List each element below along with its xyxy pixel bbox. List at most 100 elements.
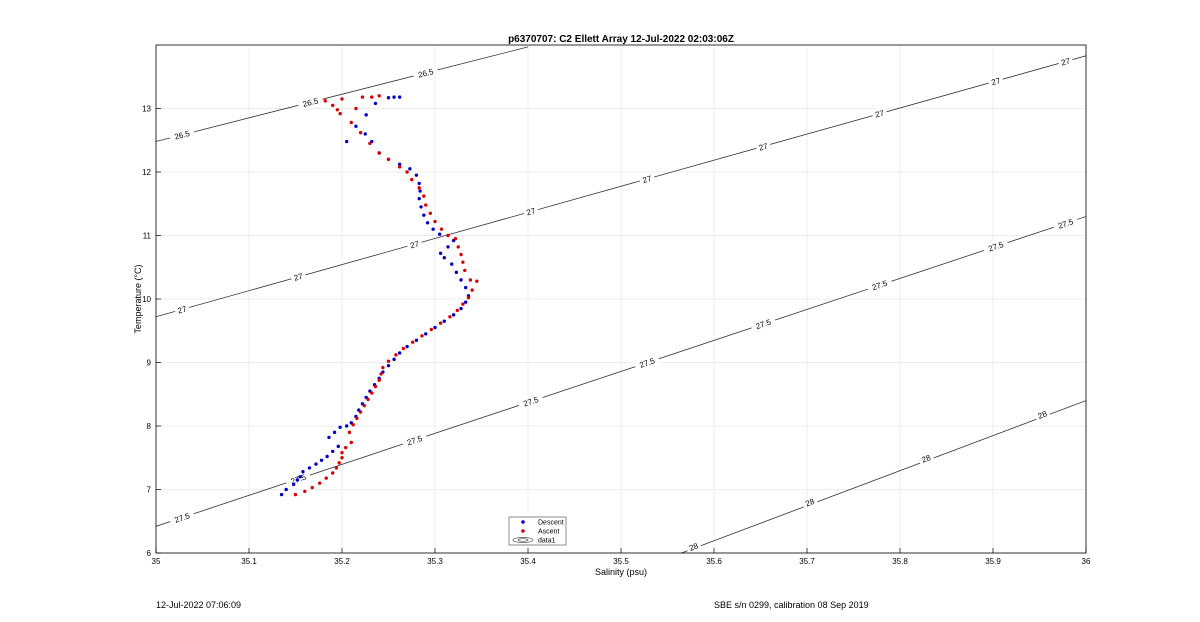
data-point bbox=[414, 173, 419, 177]
contour-label-bg bbox=[801, 494, 819, 510]
data-point bbox=[431, 227, 435, 231]
data-point bbox=[307, 466, 312, 470]
y-tick-label: 7 bbox=[147, 486, 152, 495]
x-tick-label: 36 bbox=[1082, 557, 1091, 566]
data-point bbox=[470, 288, 474, 292]
x-tick-label: 35.4 bbox=[520, 557, 536, 566]
data-point bbox=[394, 353, 398, 357]
data-point bbox=[459, 252, 463, 257]
data-point bbox=[344, 139, 349, 144]
contour-label-bg bbox=[982, 237, 1010, 256]
data-point bbox=[420, 334, 424, 338]
data-point bbox=[291, 482, 296, 487]
data-point bbox=[363, 132, 367, 136]
data-point bbox=[455, 308, 460, 313]
data-point bbox=[310, 485, 314, 490]
data-point bbox=[386, 96, 391, 100]
data-point bbox=[358, 410, 363, 414]
data-point bbox=[368, 141, 372, 146]
data-point bbox=[417, 181, 421, 186]
contour-label: 26.5 bbox=[417, 67, 435, 80]
legend: Descent Ascent data1 bbox=[508, 516, 567, 546]
x-tick-label: 35.5 bbox=[613, 557, 629, 566]
data-point bbox=[373, 384, 378, 389]
x-tick-label: 35.2 bbox=[334, 557, 350, 566]
legend-data1-marker-inner bbox=[517, 538, 529, 542]
contour-label-bg bbox=[289, 269, 307, 285]
data-point bbox=[417, 186, 421, 190]
data-point bbox=[463, 300, 468, 304]
data-point bbox=[397, 165, 402, 169]
y-tick-label: 6 bbox=[147, 549, 152, 558]
contour-label: 28 bbox=[804, 497, 816, 509]
data-point bbox=[405, 170, 409, 174]
contour-label: 27 bbox=[1060, 56, 1072, 67]
data-point bbox=[397, 95, 402, 99]
y-tick-label: 9 bbox=[147, 359, 152, 368]
y-tick-label: 13 bbox=[142, 105, 151, 114]
data-point bbox=[397, 162, 402, 167]
data-point bbox=[442, 319, 446, 323]
y-axis: 6 7 8 9 10 11 12 13 bbox=[142, 105, 161, 558]
data-point bbox=[459, 306, 463, 311]
footer-calibration: SBE s/n 0299, calibration 08 Sep 2019 bbox=[714, 600, 869, 610]
x-tick-label: 35.1 bbox=[241, 557, 257, 566]
data-point bbox=[325, 454, 329, 459]
data-point bbox=[422, 213, 426, 217]
contour-label-bg bbox=[297, 93, 324, 111]
legend-ascent-label: Ascent bbox=[538, 529, 559, 536]
contour-label: 26.5 bbox=[302, 96, 320, 109]
data-point bbox=[358, 130, 363, 135]
data-point bbox=[284, 487, 288, 492]
data-point bbox=[370, 391, 374, 395]
y-tick-label: 10 bbox=[142, 295, 151, 304]
contour-label: 28 bbox=[688, 541, 700, 553]
data-point bbox=[456, 245, 460, 249]
data-point bbox=[439, 227, 444, 231]
contour-label: 27 bbox=[874, 108, 886, 119]
data-point bbox=[370, 95, 374, 99]
contour-label-bg bbox=[173, 302, 191, 317]
data-point bbox=[323, 99, 327, 103]
contour-label-bg bbox=[412, 64, 440, 82]
data-point bbox=[422, 194, 426, 198]
contour-line bbox=[156, 55, 1086, 318]
data-point bbox=[414, 338, 419, 342]
data-point bbox=[331, 449, 335, 454]
data-point bbox=[433, 325, 437, 330]
data-point bbox=[386, 359, 391, 363]
x-tick-label: 35.8 bbox=[892, 557, 908, 566]
contour-label-bg bbox=[684, 538, 703, 555]
legend-data1-label: data1 bbox=[538, 538, 556, 545]
data-point bbox=[450, 262, 454, 266]
data-point bbox=[344, 445, 348, 450]
contour-label: 27 bbox=[525, 206, 537, 217]
contour-label-bg bbox=[1057, 54, 1074, 69]
data-point bbox=[327, 435, 331, 440]
data-point bbox=[293, 492, 298, 497]
y-tick-label: 8 bbox=[147, 422, 152, 431]
contour-label-bg bbox=[638, 171, 656, 187]
data-point bbox=[335, 108, 340, 112]
data-point bbox=[463, 268, 467, 273]
data-point bbox=[360, 95, 365, 99]
data-point bbox=[437, 232, 442, 236]
data-point bbox=[324, 476, 328, 480]
data-point bbox=[301, 470, 305, 474]
data-point bbox=[453, 236, 458, 241]
data-point bbox=[461, 260, 465, 264]
data-point bbox=[424, 203, 428, 207]
data-point bbox=[338, 425, 342, 429]
data-point bbox=[425, 221, 430, 225]
x-tick-label: 35 bbox=[152, 557, 161, 566]
data-point bbox=[354, 106, 358, 111]
contour-label-bg bbox=[987, 73, 1005, 89]
data-point bbox=[349, 440, 353, 445]
data-point bbox=[377, 151, 381, 155]
contour-line bbox=[681, 400, 1086, 553]
data-point bbox=[337, 461, 341, 465]
data-point bbox=[410, 340, 415, 344]
contour-label-bg bbox=[917, 450, 935, 467]
data-point bbox=[354, 124, 358, 128]
y-tick-label: 11 bbox=[143, 232, 152, 241]
